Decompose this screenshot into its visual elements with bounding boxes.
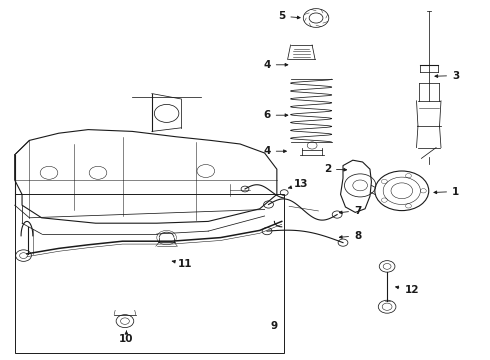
Text: 1: 1 [434,186,459,197]
Text: 10: 10 [119,331,134,344]
Text: 5: 5 [278,11,300,21]
Text: 2: 2 [324,164,346,174]
Text: 6: 6 [264,110,288,120]
Text: 7: 7 [340,206,362,216]
Text: 13: 13 [289,179,309,189]
Bar [15,194,284,353]
Text: 8: 8 [340,231,361,241]
Text: 9: 9 [271,321,278,331]
Text: 4: 4 [263,146,286,156]
Text: 4: 4 [263,60,288,70]
Text: 11: 11 [172,258,193,269]
Text: 12: 12 [395,285,419,295]
Text: 3: 3 [435,71,459,81]
